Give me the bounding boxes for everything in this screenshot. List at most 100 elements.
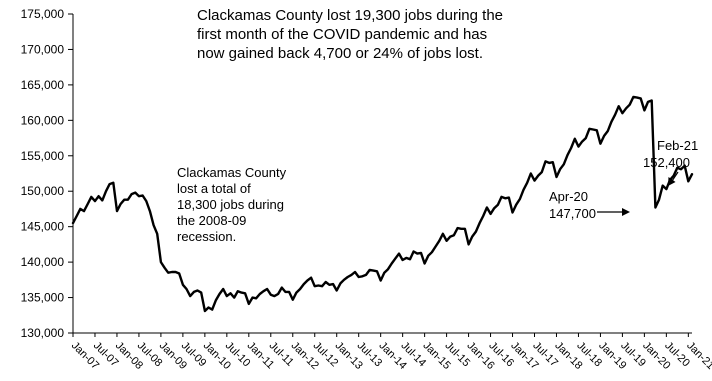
data-point	[577, 146, 580, 148]
data-point	[299, 288, 301, 290]
y-tick-label: 130,000	[21, 326, 65, 340]
data-point	[394, 258, 396, 260]
data-point	[215, 299, 217, 301]
data-point	[603, 135, 605, 137]
data-point	[251, 297, 254, 299]
data-point	[281, 287, 283, 289]
data-point	[295, 292, 297, 294]
data-point	[636, 97, 638, 99]
data-point	[471, 236, 473, 238]
data-point	[164, 267, 166, 269]
data-point	[229, 292, 232, 294]
data-point	[317, 284, 319, 287]
y-axis: 130,000 135,000 140,000 145,000 150,000 155,0…	[21, 7, 74, 340]
data-point	[167, 272, 169, 274]
data-point	[427, 255, 429, 257]
x-tick-label: Jan-21	[684, 340, 712, 372]
data-point	[599, 143, 602, 145]
data-point	[530, 172, 532, 175]
data-point	[321, 285, 323, 287]
data-point	[592, 128, 594, 131]
data-point	[574, 138, 576, 140]
data-point	[442, 233, 444, 235]
data-point	[424, 262, 426, 265]
data-point	[643, 109, 646, 111]
recession-note-line-4: the 2008-09	[177, 213, 246, 228]
data-point	[109, 183, 111, 185]
data-point	[629, 104, 631, 106]
data-point	[413, 250, 415, 253]
data-point	[328, 284, 330, 286]
data-point	[533, 180, 536, 182]
y-tick-label: 175,000	[21, 7, 65, 21]
data-point	[358, 276, 360, 278]
headline-annotation: Clackamas County lost 19,300 jobs during…	[197, 7, 503, 62]
data-point	[218, 293, 221, 295]
data-point	[288, 291, 290, 293]
data-point	[204, 310, 206, 312]
data-point	[160, 261, 162, 263]
data-point	[171, 271, 173, 273]
data-point	[332, 283, 334, 285]
data-point	[273, 295, 275, 297]
data-point	[548, 162, 550, 164]
data-point	[350, 274, 352, 276]
data-point	[464, 228, 466, 230]
data-point	[259, 293, 261, 295]
data-point	[449, 236, 451, 238]
data-point	[369, 269, 371, 271]
data-point	[570, 147, 572, 149]
data-point	[116, 210, 118, 212]
data-point	[475, 231, 477, 233]
headline-line-2: first month of the COVID pandemic and ha…	[197, 26, 487, 43]
data-point	[522, 189, 525, 191]
plot-area	[71, 95, 694, 313]
data-point	[123, 199, 125, 201]
recession-note-line-3: 18,300 jobs during	[177, 197, 284, 212]
data-point	[178, 272, 180, 275]
data-point	[237, 290, 239, 292]
data-point	[233, 297, 235, 299]
data-point	[196, 289, 199, 292]
data-point	[610, 121, 613, 123]
data-point	[347, 276, 349, 278]
data-point	[365, 274, 367, 276]
data-point	[343, 279, 345, 281]
data-point	[504, 197, 506, 199]
data-point	[277, 293, 279, 295]
data-point	[541, 171, 543, 173]
data-point	[625, 107, 627, 109]
data-point	[691, 173, 693, 175]
apr20-label-date: Apr-20	[549, 189, 588, 204]
feb21-arrowhead	[668, 177, 676, 186]
data-point	[658, 199, 660, 201]
data-point	[72, 222, 74, 224]
data-point	[398, 253, 400, 255]
data-point	[684, 165, 686, 167]
data-point	[200, 292, 202, 294]
data-point	[468, 243, 470, 245]
data-point	[255, 297, 257, 299]
data-point	[226, 295, 228, 297]
headline-line-3: now gained back 4,700 or 24% of jobs los…	[197, 45, 483, 62]
data-point	[687, 180, 689, 182]
data-point	[497, 204, 499, 206]
data-point	[156, 233, 158, 235]
data-point	[490, 213, 492, 215]
data-point	[87, 203, 89, 205]
data-point	[98, 195, 100, 197]
data-point	[588, 128, 591, 130]
data-point	[380, 279, 382, 282]
data-point	[479, 222, 481, 224]
data-point	[325, 281, 327, 283]
data-point	[486, 206, 488, 209]
x-axis: Jan-07Jul-07Jan-08Jul-08Jan-09Jul-09Jan-…	[69, 332, 712, 372]
data-point	[402, 259, 404, 261]
data-point	[175, 271, 177, 273]
data-point	[303, 283, 305, 285]
data-point	[361, 275, 363, 277]
data-point	[493, 207, 495, 209]
data-point	[662, 185, 664, 187]
data-point	[544, 160, 547, 162]
